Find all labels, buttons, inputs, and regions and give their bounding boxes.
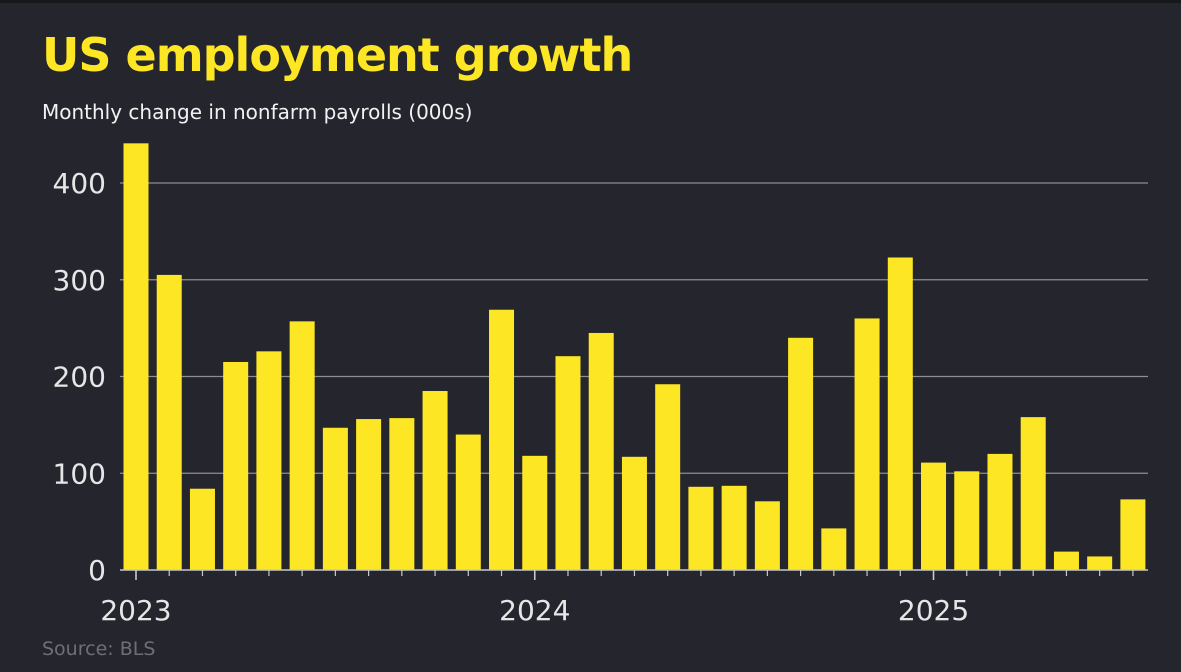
bar-2023-10	[422, 391, 448, 570]
chart-title: US employment growth	[42, 28, 633, 82]
bar-2023-01	[123, 143, 149, 570]
bar-2024-05	[655, 384, 681, 570]
bar-2023-03	[189, 488, 215, 570]
y-axis-labels: 0 100 200 300 400	[53, 167, 106, 587]
bar-2023-06	[289, 321, 315, 570]
bar-2024-02	[555, 356, 581, 570]
bar-2023-05	[256, 351, 282, 570]
bar-2023-07	[322, 427, 348, 570]
bar-2025-04	[1020, 417, 1046, 570]
bar-2025-05	[1053, 551, 1079, 570]
bar-2024-09	[788, 337, 814, 570]
bar-2023-02	[156, 274, 182, 570]
bars	[123, 143, 1146, 570]
bar-2023-12	[489, 309, 515, 570]
bar-2023-08	[356, 419, 382, 570]
bar-2024-03	[588, 332, 614, 570]
bar-2024-04	[621, 456, 647, 570]
x-tick-label-2023: 2023	[100, 594, 171, 627]
x-tick-label-2024: 2024	[499, 594, 570, 627]
bar-2023-11	[455, 434, 481, 570]
bar-2025-03	[987, 453, 1013, 570]
bar-2024-06	[688, 486, 714, 570]
x-axis: 2023 2024 2025	[100, 569, 1148, 627]
y-tick-label: 400	[53, 167, 106, 200]
bar-2024-12	[887, 257, 913, 570]
bar-2025-01	[921, 462, 947, 570]
bar-2025-06	[1087, 556, 1113, 570]
x-tick-label-2025: 2025	[898, 594, 969, 627]
y-tick-label: 300	[53, 264, 106, 297]
y-tick-label: 0	[88, 554, 106, 587]
bar-2024-01	[522, 455, 548, 570]
source-note: Source: BLS	[42, 638, 156, 660]
top-border	[0, 0, 1181, 3]
bar-2023-09	[389, 418, 415, 570]
y-tick-label: 100	[53, 457, 106, 490]
y-tick-label: 200	[53, 361, 106, 394]
chart-subtitle: Monthly change in nonfarm payrolls (000s…	[42, 100, 473, 124]
bar-2024-11	[854, 318, 880, 570]
bar-2024-08	[754, 501, 780, 570]
bar-2023-04	[223, 361, 249, 570]
bar-2025-02	[954, 471, 980, 570]
bar-2024-07	[721, 485, 747, 570]
bar-2024-10	[821, 528, 847, 570]
bar-2025-07	[1120, 499, 1146, 570]
